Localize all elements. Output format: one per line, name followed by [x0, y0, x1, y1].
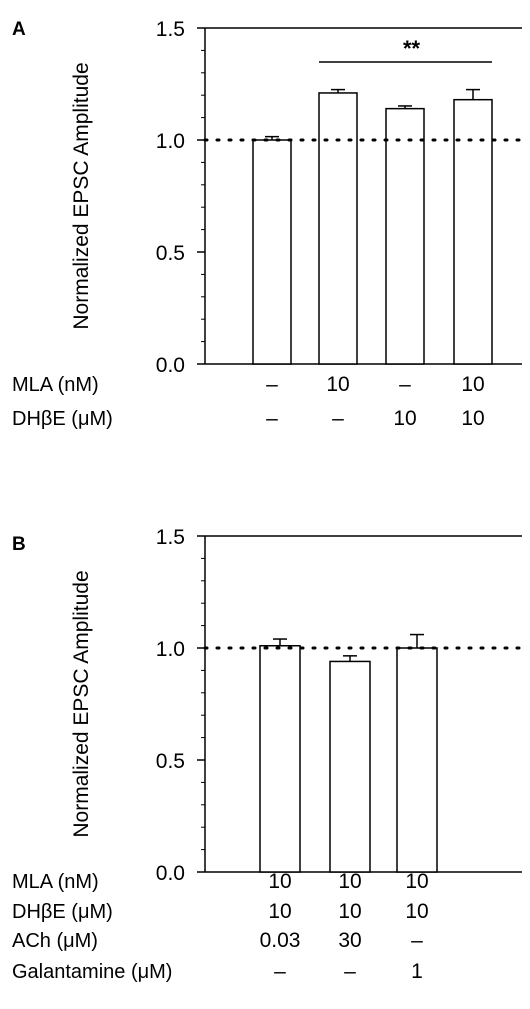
- panel-b-condition-value: 10: [405, 870, 428, 893]
- panel-b-condition-value: 10: [268, 900, 291, 923]
- panel-b-condition-value: 0.03: [260, 929, 301, 952]
- panel-b-condition-value: 10: [268, 870, 291, 893]
- panel-a-condition-label: DHβE (μM): [12, 408, 113, 430]
- panel-b-condition-label: MLA (nM): [12, 871, 99, 893]
- panel-a-letter: A: [12, 19, 26, 40]
- panel-a-y-tick-label: 0.5: [156, 242, 185, 265]
- panel-a-y-tick-label: 1.5: [156, 18, 185, 41]
- panel-a-bar: [385, 107, 425, 365]
- panel-a-significance-label: **: [403, 36, 421, 61]
- panel-b-bar: [396, 647, 438, 873]
- panel-b-condition-value: –: [274, 960, 286, 983]
- panel-a-condition-value: 10: [461, 407, 484, 430]
- panel-a-condition-value: –: [266, 407, 278, 430]
- panel-b-condition-value: –: [411, 929, 423, 952]
- panel-b-letter: B: [12, 534, 26, 555]
- panel-b-condition-value: 10: [338, 870, 361, 893]
- panel-b-condition-value: 1: [411, 960, 423, 983]
- panel-b-y-axis-label: Normalized EPSC Amplitude: [70, 570, 93, 837]
- panel-a-condition-value: –: [399, 373, 411, 396]
- panel-b-y-tick-label: 1.0: [156, 638, 185, 661]
- panel-b-condition-label: ACh (μM): [12, 930, 98, 952]
- panel-b-y-tick-label: 0.5: [156, 750, 185, 773]
- panel-b-y-tick-label: 0.0: [156, 862, 185, 885]
- panel-a-condition-value: 10: [326, 373, 349, 396]
- panel-a-bar: [318, 92, 358, 365]
- panel-a-y-tick-label: 1.0: [156, 130, 185, 153]
- panel-a-condition-value: –: [266, 373, 278, 396]
- panel-b-condition-value: 30: [338, 929, 361, 952]
- panel-a-condition-value: 10: [461, 373, 484, 396]
- panel-b-condition-label: Galantamine (μM): [12, 961, 172, 983]
- panel-b-condition-value: 10: [338, 900, 361, 923]
- panel-a-bar: [252, 139, 292, 365]
- panel-b-condition-label: DHβE (μM): [12, 901, 113, 923]
- panel-a-y-tick-label: 0.0: [156, 354, 185, 377]
- panel-b-condition-value: –: [344, 960, 356, 983]
- panel-b-y-tick-label: 1.5: [156, 526, 185, 549]
- panel-a-condition-value: –: [332, 407, 344, 430]
- panel-a-condition-value: 10: [393, 407, 416, 430]
- panel-a-condition-label: MLA (nM): [12, 374, 99, 396]
- panel-b-condition-value: 10: [405, 900, 428, 923]
- panel-a-bar: [453, 98, 493, 365]
- panel-b-bar: [259, 645, 301, 873]
- panel-a-y-axis-label: Normalized EPSC Amplitude: [70, 62, 93, 329]
- panel-b-bar: [329, 660, 371, 873]
